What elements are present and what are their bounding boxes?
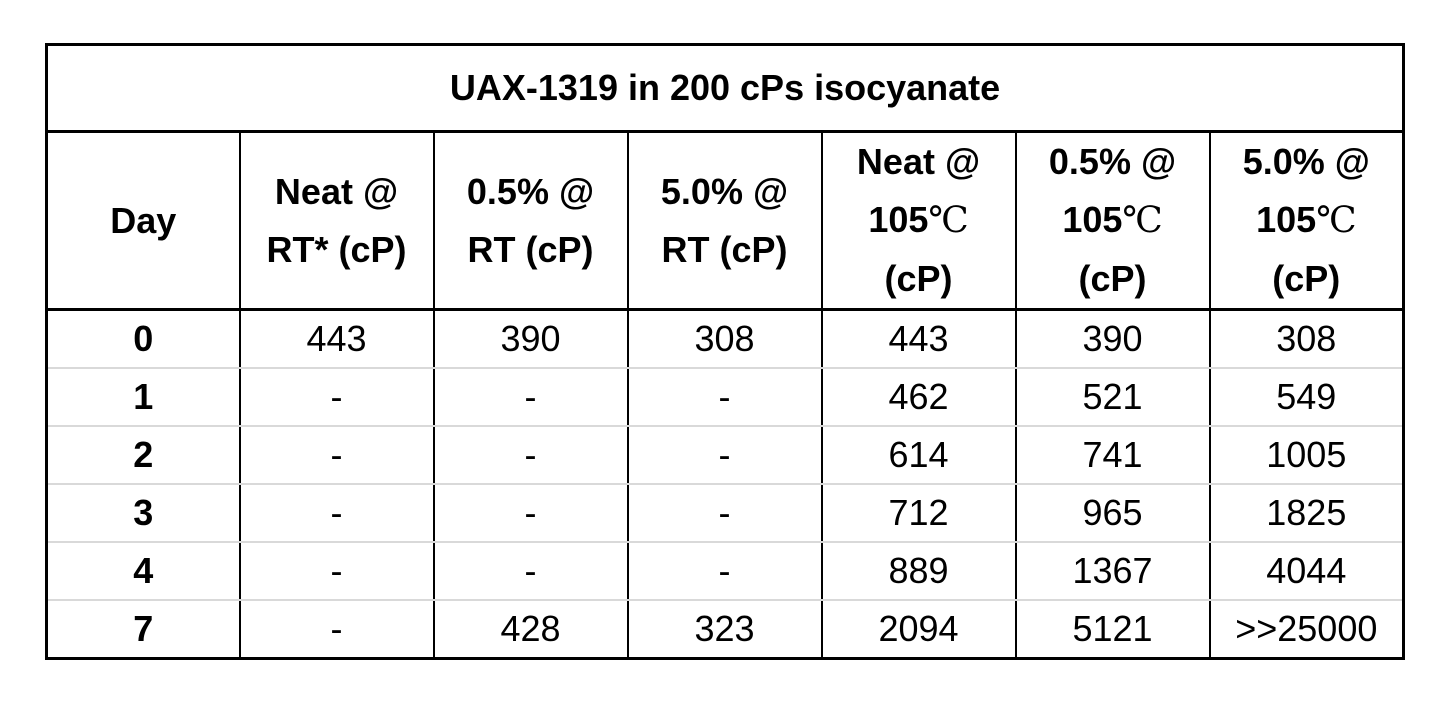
day-cell: 4	[45, 542, 240, 601]
column-header-line: 5.0% @	[660, 170, 789, 212]
table-row: 7-428 323 2094 5121 >>25000	[45, 600, 1406, 660]
column-header-5: 0.5% @ 105℃ (cP)	[1014, 131, 1210, 311]
column-header-6: 5.0% @ 105℃ (cP)	[1208, 131, 1406, 311]
column-header-4: Neat @ 105℃ (cP)	[820, 131, 1016, 311]
column-header-line: 0.5% @	[466, 170, 595, 212]
value-cell: -	[626, 484, 822, 543]
value-cell: -	[626, 368, 822, 427]
column-header-line: RT (cP)	[661, 228, 788, 270]
value-cell: -	[626, 542, 822, 601]
column-header-0: Day	[45, 131, 240, 311]
day-cell: 2	[45, 426, 240, 485]
title-row: UAX-1319 in 200 cPs isocyanate	[44, 43, 1406, 133]
value-cell: 390	[1014, 309, 1210, 369]
table-body: 0 443 390 308 443 390 308 1- - -462 521 549 2- - -614 7…	[45, 309, 1406, 660]
table-row: 2- - -614 741 1005	[45, 426, 1406, 485]
column-header-line: Day	[110, 199, 177, 241]
column-header-line: (cP)	[884, 258, 953, 299]
value-cell: 390	[432, 309, 628, 369]
value-cell: 2094	[820, 600, 1016, 660]
day-cell: 0	[45, 309, 240, 369]
column-header-line: (cP)	[1078, 258, 1147, 299]
value-cell: 4044	[1208, 542, 1406, 601]
column-header-2: 0.5% @ RT (cP)	[432, 131, 628, 311]
column-header-line: Neat @	[856, 141, 981, 182]
day-cell: 7	[45, 600, 240, 660]
value-cell: 443	[238, 309, 434, 369]
value-cell: 443	[820, 309, 1016, 369]
column-header-3: 5.0% @ RT (cP)	[626, 131, 822, 311]
value-cell: -	[238, 426, 434, 485]
value-cell: 965	[1014, 484, 1210, 543]
value-cell: 614	[820, 426, 1016, 485]
value-cell: -	[432, 368, 628, 427]
value-cell: >>25000	[1208, 600, 1406, 660]
value-cell: 308	[626, 309, 822, 369]
value-cell: -	[432, 542, 628, 601]
value-cell: -	[626, 426, 822, 485]
value-cell: 5121	[1014, 600, 1210, 660]
column-header-line: Neat @	[274, 170, 399, 212]
day-cell: 3	[45, 484, 240, 543]
column-header-line: 0.5% @	[1048, 141, 1177, 182]
table-row: 1- - -462 521 549	[45, 368, 1406, 427]
column-header-line: RT (cP)	[467, 228, 594, 270]
column-header-line: 5.0% @	[1242, 141, 1370, 182]
column-header-line: 105℃	[1256, 199, 1357, 241]
value-cell: 308	[1208, 309, 1406, 369]
value-cell: 1005	[1208, 426, 1406, 485]
column-header-line: (cP)	[1272, 258, 1341, 299]
value-cell: -	[238, 484, 434, 543]
value-cell: -	[432, 426, 628, 485]
value-cell: 323	[626, 600, 822, 660]
value-cell: 1825	[1208, 484, 1406, 543]
value-cell: 462	[820, 368, 1016, 427]
viscosity-table: UAX-1319 in 200 cPs isocyanate Day Neat @…	[44, 43, 1406, 660]
column-header-line: RT* (cP)	[266, 228, 407, 270]
day-cell: 1	[45, 368, 240, 427]
value-cell: 712	[820, 484, 1016, 543]
value-cell: 1367	[1014, 542, 1210, 601]
table-row: 3- - -712 965 1825	[45, 484, 1406, 543]
header-row: Day Neat @ RT* (cP) 0.5% @ RT (cP) 5.0% @ RT (…	[45, 131, 1406, 311]
value-cell: -	[238, 600, 434, 660]
table-title: UAX-1319 in 200 cPs isocyanate	[44, 43, 1406, 133]
table-row: 4- - -889 1367 4044	[45, 542, 1406, 601]
value-cell: -	[238, 368, 434, 427]
column-header-1: Neat @ RT* (cP)	[238, 131, 434, 311]
value-cell: 521	[1014, 368, 1210, 427]
value-cell: 889	[820, 542, 1016, 601]
value-cell: 549	[1208, 368, 1406, 427]
value-cell: -	[432, 484, 628, 543]
value-cell: 428	[432, 600, 628, 660]
column-header-line: 105℃	[868, 199, 969, 241]
column-header-line: 105℃	[1062, 199, 1163, 241]
table-row: 0 443 390 308 443 390 308	[45, 309, 1406, 369]
value-cell: 741	[1014, 426, 1210, 485]
value-cell: -	[238, 542, 434, 601]
